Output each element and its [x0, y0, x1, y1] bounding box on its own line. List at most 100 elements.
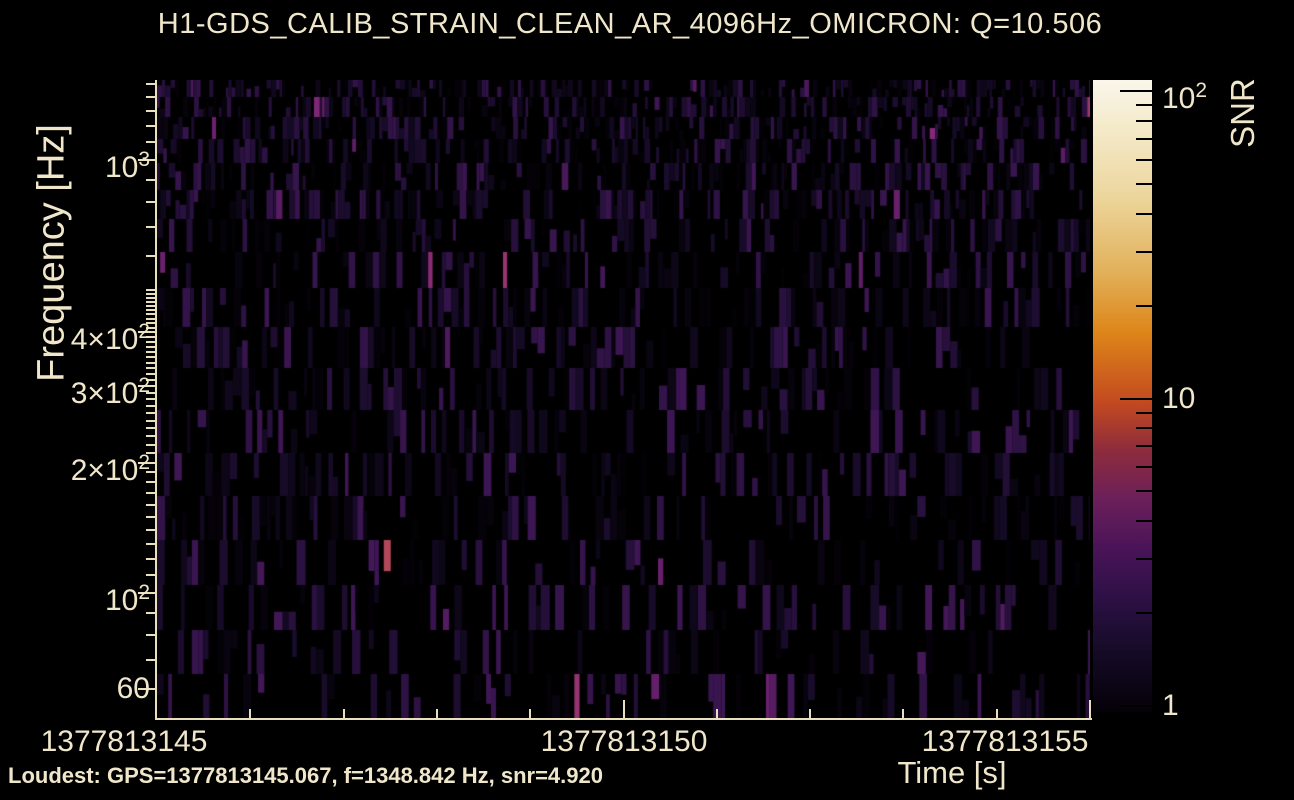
y-axis-tick	[146, 200, 155, 203]
y-tick-label: 3×102	[70, 374, 150, 411]
y-axis-tick	[146, 379, 155, 382]
y-axis-tick	[138, 461, 155, 464]
y-axis-tick	[146, 452, 155, 455]
colorbar-tick	[1136, 411, 1152, 414]
colorbar-tick	[1120, 397, 1152, 400]
y-axis-tick	[146, 361, 155, 364]
y-axis-tick	[146, 515, 155, 518]
y-axis-tick	[146, 542, 155, 545]
colorbar-tick-label: 10	[1162, 381, 1196, 415]
y-axis-tick	[146, 611, 155, 614]
colorbar-tick	[1136, 158, 1152, 161]
y-axis-tick	[146, 309, 155, 312]
y-axis-tick	[146, 557, 155, 560]
y-axis-tick	[146, 503, 155, 506]
y-axis-tick	[138, 159, 155, 161]
colorbar-tick	[1136, 445, 1152, 448]
y-axis-tick	[146, 471, 155, 474]
y-axis-tick	[146, 659, 155, 662]
colorbar-tick	[1136, 465, 1152, 468]
x-axis-tick	[342, 709, 345, 718]
y-axis-tick	[146, 317, 155, 320]
y-tick-label: 102	[104, 581, 150, 617]
y-axis-tick	[138, 592, 155, 594]
y-axis-tick	[146, 293, 155, 296]
y-axis-tick	[146, 427, 155, 430]
y-axis-tick	[146, 574, 155, 577]
snr-colorbar	[1093, 80, 1152, 712]
y-axis-tick	[146, 336, 155, 339]
y-axis-tick	[146, 109, 155, 112]
x-tick-label: 1377813145	[40, 725, 208, 758]
colorbar-tick	[1136, 104, 1152, 107]
y-axis-tick	[146, 340, 155, 343]
x-axis-tick	[995, 709, 998, 718]
x-axis-tick	[809, 709, 812, 718]
y-axis-line	[155, 80, 157, 720]
x-axis-tick	[1089, 700, 1091, 718]
y-axis-tick	[146, 398, 155, 401]
y-axis-tick	[146, 356, 155, 359]
y-axis-tick	[146, 367, 155, 370]
y-axis-tick	[146, 82, 155, 85]
colorbar-tick-label: 1	[1162, 689, 1179, 722]
y-axis-tick	[146, 405, 155, 408]
colorbar-tick	[1136, 612, 1152, 615]
y-axis-tick	[146, 95, 155, 98]
x-axis-tick	[902, 709, 905, 718]
x-tick-label: 1377813155	[921, 725, 1089, 758]
y-axis-tick	[146, 141, 155, 144]
colorbar-tick	[1136, 212, 1152, 215]
y-axis-tick	[146, 633, 155, 636]
y-tick-label: 2×102	[70, 450, 150, 487]
y-axis-tick	[146, 124, 155, 127]
y-axis-title: Frequency [Hz]	[30, 124, 73, 382]
y-axis-tick	[146, 313, 155, 316]
y-axis-tick	[146, 305, 155, 308]
x-axis-tick	[435, 709, 438, 718]
y-axis-tick	[146, 297, 155, 300]
colorbar-tick	[1120, 705, 1152, 707]
y-axis-tick	[146, 255, 155, 258]
y-axis-tick	[146, 178, 155, 181]
colorbar-title-snr: SNR	[1224, 78, 1261, 148]
y-axis-tick	[146, 492, 155, 495]
y-axis-tick	[146, 391, 155, 394]
x-axis-tick	[715, 709, 718, 718]
y-tick-label: 103	[104, 148, 150, 184]
y-axis-tick	[138, 331, 155, 334]
y-tick-label: 60	[116, 672, 150, 706]
x-axis-tick	[249, 709, 252, 718]
colorbar-tick	[1136, 519, 1152, 522]
y-axis-tick	[146, 443, 155, 446]
colorbar-tick	[1136, 120, 1152, 123]
y-axis-tick	[146, 481, 155, 484]
colorbar-tick	[1136, 138, 1152, 140]
y-axis-tick	[146, 345, 155, 348]
y-axis-tick	[146, 419, 155, 422]
x-axis-line	[155, 718, 1092, 720]
x-tick-label: 1377813150	[540, 725, 708, 758]
colorbar-tick	[1136, 490, 1152, 493]
y-tick-label: 4×102	[70, 320, 150, 357]
y-axis-tick	[146, 226, 155, 229]
colorbar-tick	[1136, 251, 1152, 254]
colorbar-tick	[1136, 305, 1152, 308]
y-axis-tick	[138, 385, 155, 388]
y-axis-tick	[146, 373, 155, 376]
y-axis-tick	[146, 326, 155, 329]
y-axis-tick	[146, 351, 155, 354]
y-axis-tick	[146, 412, 155, 415]
y-axis-tick	[146, 528, 155, 531]
y-axis-tick	[146, 435, 155, 438]
plot-title: H1-GDS_CALIB_STRAIN_CLEAN_AR_4096Hz_OMIC…	[157, 8, 1103, 40]
loudest-event-status: Loudest: GPS=1377813145.067, f=1348.842 …	[8, 763, 603, 788]
y-axis-tick	[146, 289, 155, 292]
x-axis-tick	[622, 700, 625, 718]
x-axis-title: Time [s]	[897, 755, 1007, 790]
y-axis-tick	[138, 688, 155, 691]
colorbar-tick	[1120, 90, 1152, 93]
y-axis-tick	[146, 322, 155, 325]
colorbar-tick-label: 102	[1162, 79, 1208, 116]
